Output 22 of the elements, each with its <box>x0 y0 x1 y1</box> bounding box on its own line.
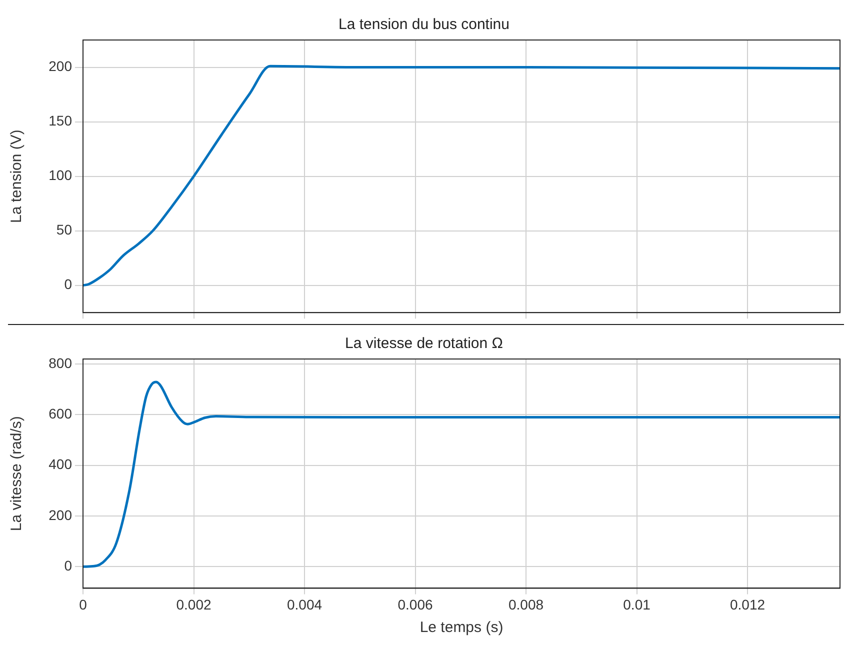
x-tick-label: 0.01 <box>623 596 651 612</box>
x-tick-label: 0.008 <box>508 596 544 612</box>
y-tick-label: 150 <box>48 112 72 129</box>
x-axis-title: Le temps (s) <box>420 619 504 636</box>
y-tick-label: 400 <box>48 456 72 472</box>
y-axis-title: La vitesse (rad/s) <box>8 416 26 532</box>
y-tick-label: 100 <box>48 167 72 184</box>
x-tick-label: 0.012 <box>730 596 766 612</box>
y-tick-label: 0 <box>64 276 72 292</box>
y-axis-title: La tension (V) <box>8 130 26 223</box>
y-tick-label: 200 <box>48 58 72 74</box>
y-tick-label: 200 <box>48 506 72 523</box>
x-tick-label: 0.004 <box>286 596 322 612</box>
y-tick-label: 0 <box>64 558 72 574</box>
chart-title: La tension du bus continu <box>338 16 510 34</box>
x-tick-label: 0 <box>79 596 88 612</box>
y-tick-label: 800 <box>48 354 72 371</box>
y-tick-label: 600 <box>48 406 72 422</box>
x-tick-label: 0.002 <box>176 596 212 612</box>
x-tick-label: 0.006 <box>398 596 433 612</box>
y-tick-label: 50 <box>56 222 72 238</box>
chart-title: La vitesse de rotation Ω <box>345 335 503 352</box>
